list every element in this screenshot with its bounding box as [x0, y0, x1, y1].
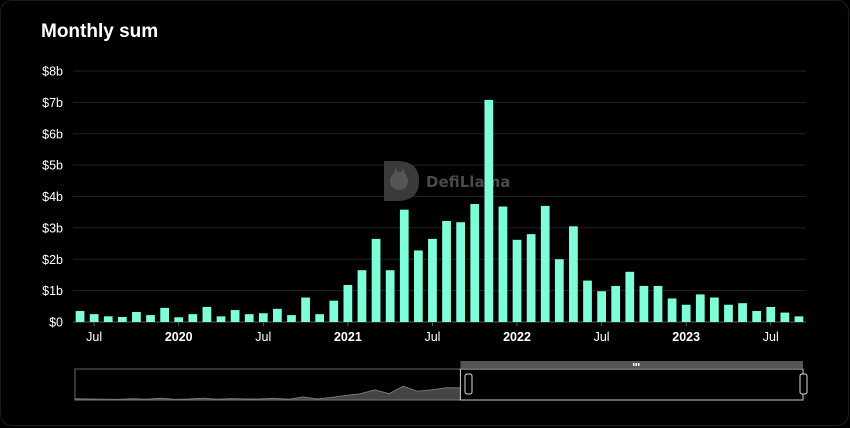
- x-tick-label: Jul: [594, 330, 610, 344]
- bar[interactable]: [216, 316, 226, 322]
- bar[interactable]: [230, 310, 240, 322]
- y-tick-label: $1b: [42, 284, 63, 298]
- bar[interactable]: [724, 304, 733, 322]
- bar[interactable]: [258, 313, 268, 322]
- bar[interactable]: [695, 294, 705, 322]
- bar[interactable]: [639, 285, 649, 322]
- bar[interactable]: [385, 270, 395, 322]
- bar[interactable]: [752, 311, 762, 322]
- bar[interactable]: [470, 204, 480, 322]
- bar[interactable]: [456, 222, 466, 322]
- bar[interactable]: [329, 300, 339, 322]
- watermark: DefiLlama: [384, 161, 510, 201]
- chart-title: Monthly sum: [41, 21, 159, 42]
- bar[interactable]: [766, 306, 776, 322]
- bar[interactable]: [428, 238, 437, 322]
- bar[interactable]: [301, 297, 310, 322]
- x-tick-label: 2020: [165, 330, 193, 344]
- bar[interactable]: [484, 99, 494, 323]
- bar[interactable]: [498, 206, 508, 322]
- bar[interactable]: [244, 314, 254, 322]
- brush-handle-left[interactable]: [464, 373, 473, 395]
- x-axis-labels: Jul 2020 Jul 2021 Jul 2022 Jul 2023 Jul: [86, 322, 779, 344]
- bar[interactable]: [413, 250, 423, 322]
- y-tick-label: $5b: [42, 159, 63, 173]
- x-tick-label: 2022: [503, 330, 531, 344]
- bar[interactable]: [569, 226, 578, 322]
- bar[interactable]: [89, 314, 99, 322]
- bar[interactable]: [526, 234, 536, 322]
- bar[interactable]: [554, 259, 564, 322]
- x-tick-label: Jul: [255, 330, 271, 344]
- bar[interactable]: [611, 285, 621, 322]
- bar[interactable]: [583, 280, 592, 322]
- bar[interactable]: [597, 291, 606, 322]
- y-tick-label: $7b: [42, 96, 63, 110]
- brush-move-bar[interactable]: [460, 361, 803, 368]
- bars: [75, 99, 804, 323]
- bar[interactable]: [399, 209, 409, 322]
- bar[interactable]: [738, 303, 747, 322]
- bar[interactable]: [273, 308, 282, 322]
- bar[interactable]: [202, 306, 212, 322]
- bar[interactable]: [681, 304, 691, 322]
- x-tick-label: Jul: [86, 330, 102, 344]
- bar[interactable]: [710, 297, 719, 322]
- x-tick-label: Jul: [763, 330, 779, 344]
- x-tick-label: 2023: [672, 330, 700, 344]
- y-tick-label: $0: [49, 316, 63, 330]
- bar[interactable]: [371, 238, 381, 322]
- bar[interactable]: [132, 311, 141, 322]
- bar[interactable]: [343, 284, 353, 322]
- bar[interactable]: [653, 285, 663, 322]
- bar[interactable]: [160, 307, 169, 322]
- brush-handle-right[interactable]: [799, 373, 808, 395]
- bar[interactable]: [357, 270, 367, 322]
- range-brush[interactable]: [74, 361, 808, 401]
- bar[interactable]: [146, 315, 155, 322]
- y-tick-label: $2b: [42, 253, 63, 267]
- bar[interactable]: [315, 314, 325, 322]
- bar[interactable]: [512, 239, 522, 322]
- bar[interactable]: [75, 311, 85, 322]
- bar[interactable]: [780, 312, 790, 322]
- bar[interactable]: [442, 220, 451, 322]
- brush-selection[interactable]: [459, 368, 804, 401]
- y-tick-label: $3b: [42, 221, 63, 235]
- watermark-label: DefiLlama: [426, 173, 510, 191]
- bar[interactable]: [174, 317, 184, 322]
- bar[interactable]: [103, 316, 113, 322]
- y-tick-label: $6b: [42, 127, 63, 141]
- bar[interactable]: [117, 316, 127, 322]
- bar[interactable]: [287, 315, 296, 322]
- bar[interactable]: [540, 205, 550, 322]
- llama-logo-icon: [384, 161, 419, 201]
- y-tick-label: $8b: [42, 65, 63, 79]
- bar[interactable]: [794, 316, 804, 322]
- bar[interactable]: [188, 314, 198, 322]
- bar[interactable]: [667, 298, 677, 322]
- grip-icon: [633, 363, 640, 366]
- grid-lines: [73, 70, 806, 323]
- x-tick-label: 2021: [334, 330, 362, 344]
- bar[interactable]: [625, 271, 635, 322]
- x-tick-label: Jul: [424, 330, 440, 344]
- y-axis-labels: $0 $1b $2b $3b $4b $5b $6b $7b $8b: [42, 65, 63, 330]
- y-tick-label: $4b: [42, 190, 63, 204]
